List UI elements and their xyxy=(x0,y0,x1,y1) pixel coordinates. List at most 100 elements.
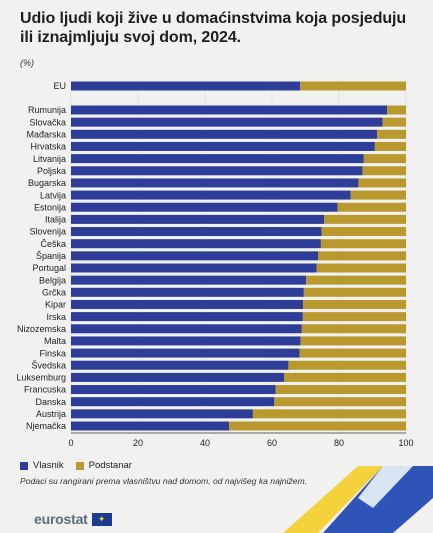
bar-tenant xyxy=(337,202,406,212)
bar-owner xyxy=(71,287,304,297)
bar-owner xyxy=(71,239,321,249)
bar-tenant xyxy=(358,178,406,188)
footnote: Podaci su rangirani prema vlasništvu nad… xyxy=(20,476,308,486)
category-label: Finska xyxy=(39,348,66,358)
category-label: Italija xyxy=(45,215,66,225)
category-label: Austrija xyxy=(36,409,66,419)
category-label: Bugarska xyxy=(28,178,66,188)
bar-tenant xyxy=(303,299,406,309)
bar-owner xyxy=(71,166,363,176)
bar-owner xyxy=(71,129,378,139)
bar-tenant xyxy=(303,287,406,297)
x-tick-label: 80 xyxy=(334,438,344,448)
eurostat-logo: eurostat ✦ xyxy=(34,511,112,527)
category-label: Litvanija xyxy=(33,154,66,164)
bar-owner xyxy=(71,105,388,115)
bar-owner xyxy=(71,202,338,212)
legend-item-owner: Vlasnik xyxy=(20,460,64,471)
x-tick-label: 0 xyxy=(68,438,73,448)
bar-tenant xyxy=(229,421,406,431)
bar-owner xyxy=(71,117,383,127)
bar-owner xyxy=(71,214,325,224)
bar-tenant xyxy=(288,360,406,370)
bar-owner xyxy=(71,421,230,431)
bar-tenant xyxy=(321,227,406,237)
bar-owner xyxy=(71,190,351,200)
bar-tenant xyxy=(320,239,406,249)
bar-owner xyxy=(71,360,289,370)
category-label: Irska xyxy=(46,312,66,322)
category-label: Hrvatska xyxy=(30,142,66,152)
bar-owner xyxy=(71,275,307,285)
bar-owner xyxy=(71,227,322,237)
eu-stars-icon: ✦ xyxy=(97,513,106,524)
bar-tenant xyxy=(382,117,406,127)
category-label: Nizozemska xyxy=(17,324,66,334)
stacked-bar-chart: EU Rumunija Slovačka Mađarska Hrvatska Litvan… xyxy=(16,78,414,448)
bar-tenant xyxy=(252,409,406,419)
bar-owner xyxy=(71,348,300,358)
category-label: EU xyxy=(53,81,66,91)
bar-tenant xyxy=(374,141,406,151)
category-label: Estonija xyxy=(34,202,66,212)
bar-tenant xyxy=(316,263,406,273)
category-label: Latvija xyxy=(40,190,66,200)
bar-tenant xyxy=(284,372,406,382)
x-tick-label: 20 xyxy=(133,438,143,448)
category-label: Švedska xyxy=(31,360,66,370)
category-label: Slovačka xyxy=(29,117,66,127)
category-label: Španija xyxy=(36,251,66,261)
eu-flag-icon: ✦ xyxy=(91,512,112,526)
category-label: Poljska xyxy=(37,166,66,176)
bar-tenant xyxy=(363,154,406,164)
chart-title: Udio ljudi koji žive u domaćinstvima koj… xyxy=(20,10,407,46)
legend-label-owner: Vlasnik xyxy=(33,460,64,471)
bar-owner xyxy=(71,336,301,346)
bar-owner xyxy=(71,263,317,273)
bar-tenant xyxy=(301,324,406,334)
category-label: Kipar xyxy=(45,300,66,310)
category-label: Grčka xyxy=(42,288,66,298)
legend-swatch-owner xyxy=(20,461,28,470)
bar-owner xyxy=(71,154,364,164)
bar-owner xyxy=(71,141,375,151)
category-label: Danska xyxy=(35,397,66,407)
category-label: Mađarska xyxy=(26,130,66,140)
category-label: Slovenija xyxy=(29,227,66,237)
bar-owner xyxy=(71,312,303,322)
category-label: Rumunija xyxy=(28,105,66,115)
category-label: Malta xyxy=(44,336,66,346)
bar-owner xyxy=(71,251,319,261)
bar-tenant xyxy=(362,166,406,176)
x-tick-label: 40 xyxy=(200,438,210,448)
legend-swatch-tenant xyxy=(75,461,84,470)
legend-label-tenant: Podstanar xyxy=(88,460,132,471)
category-label: Luksemburg xyxy=(16,373,66,383)
bar-owner xyxy=(71,178,359,188)
decorative-ribbon-graphic xyxy=(283,466,433,533)
category-label: Belgija xyxy=(39,275,66,285)
bar-tenant xyxy=(387,105,406,115)
category-label: Portugal xyxy=(32,263,66,273)
bar-owner xyxy=(71,299,304,309)
legend-item-tenant: Podstanar xyxy=(75,460,132,471)
category-label: Njemačka xyxy=(26,421,66,431)
x-tick-label: 60 xyxy=(267,438,277,448)
category-label: Češka xyxy=(40,239,66,249)
x-tick-label: 100 xyxy=(398,438,413,448)
bar-owner xyxy=(71,397,275,407)
logo-wordmark: eurostat xyxy=(34,511,88,527)
bar-tenant xyxy=(377,129,406,139)
bar-owner xyxy=(71,324,302,334)
bar-tenant xyxy=(300,336,406,346)
bar-owner xyxy=(71,409,253,419)
bar-owner xyxy=(71,372,285,382)
bar-tenant xyxy=(300,81,406,91)
bar-tenant xyxy=(275,385,406,395)
category-label: Francuska xyxy=(24,385,66,395)
bar-tenant xyxy=(350,190,406,200)
legend: Vlasnik Podstanar xyxy=(20,460,144,471)
unit-label: (%) xyxy=(20,58,34,68)
bar-tenant xyxy=(306,275,406,285)
bar-tenant xyxy=(274,397,406,407)
